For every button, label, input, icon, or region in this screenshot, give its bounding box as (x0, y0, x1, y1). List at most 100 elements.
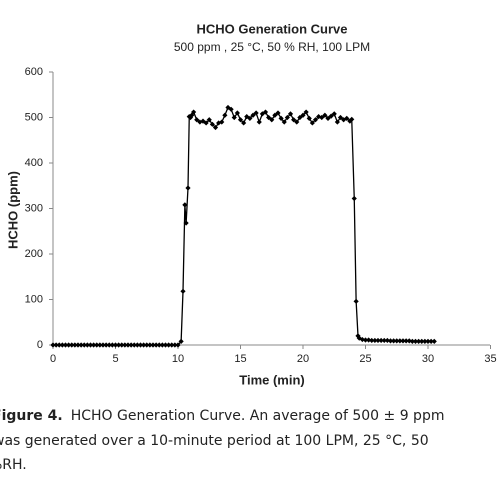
data-point (103, 342, 109, 348)
data-point (247, 115, 253, 122)
data-point (125, 342, 131, 348)
data-point (262, 109, 269, 115)
data-point (337, 114, 344, 121)
data-point (91, 342, 97, 348)
data-point (172, 342, 178, 348)
y-axis-label: HCHO (ppm) (5, 171, 20, 249)
data-point (183, 220, 189, 226)
data-point (269, 117, 275, 123)
data-point (309, 120, 315, 126)
data-point (334, 119, 340, 125)
data-point (391, 338, 397, 344)
data-point (406, 338, 412, 344)
data-point (62, 342, 69, 348)
data-point (97, 342, 103, 348)
data-point (175, 342, 181, 348)
data-point (78, 342, 84, 348)
data-point (272, 112, 278, 118)
data-point (322, 112, 328, 118)
data-point (134, 342, 140, 348)
data-point (169, 342, 175, 348)
data-point (153, 342, 159, 348)
data-point (219, 119, 225, 125)
data-point (375, 337, 381, 344)
data-point (194, 117, 200, 123)
data-point (144, 342, 150, 348)
data-point (294, 119, 300, 125)
x-tick-label: 0 (50, 353, 56, 365)
caption-line: Figure 4. HCHO Generation Curve. An avera… (0, 408, 444, 424)
data-point (212, 124, 219, 131)
data-point (384, 337, 390, 344)
x-tick-label: 20 (297, 353, 309, 365)
data-point (266, 114, 272, 121)
y-tick-label: 400 (25, 157, 43, 169)
data-point (84, 342, 90, 348)
data-point (287, 111, 294, 117)
x-tick-label: 10 (172, 353, 184, 365)
caption-label: Figure 4. (0, 408, 63, 424)
data-point (349, 116, 355, 122)
caption-line: %RH. (0, 457, 27, 473)
data-point (159, 342, 165, 348)
data-point (141, 342, 147, 348)
data-point (94, 342, 100, 348)
data-point (325, 115, 331, 122)
data-point (281, 119, 287, 125)
data-point (431, 338, 437, 344)
data-point (112, 342, 119, 348)
data-point (182, 202, 188, 208)
data-point (369, 337, 375, 344)
data-point (147, 342, 153, 348)
data-point (400, 338, 406, 344)
data-point (256, 119, 262, 125)
data-point (359, 336, 365, 343)
data-point (156, 342, 162, 348)
data-point (234, 110, 240, 116)
y-tick-label: 300 (25, 202, 43, 214)
data-point (81, 342, 87, 348)
data-point (381, 337, 387, 344)
data-point (284, 114, 290, 121)
data-point (331, 111, 337, 117)
data-point (228, 106, 234, 112)
x-tick-label: 15 (234, 353, 246, 365)
data-point (241, 120, 247, 126)
data-point (137, 342, 144, 348)
caption-line: was generated over a 10-minute period at… (0, 433, 429, 449)
data-point (344, 115, 350, 122)
data-line (53, 106, 435, 346)
data-point (303, 109, 309, 115)
data-point (378, 337, 384, 344)
data-point (185, 185, 191, 191)
data-point (291, 117, 297, 123)
data-point (109, 342, 115, 348)
data-point (128, 342, 134, 348)
data-point (403, 338, 409, 344)
data-point (50, 342, 56, 348)
data-point (237, 117, 244, 123)
data-point (53, 342, 59, 348)
data-point (319, 114, 325, 121)
data-point (66, 342, 72, 348)
data-point (75, 342, 81, 348)
x-axis-label: Time (min) (239, 372, 305, 387)
data-point (351, 195, 357, 202)
y-tick-label: 0 (37, 339, 43, 351)
data-point (275, 110, 281, 116)
data-point (162, 342, 169, 348)
data-point (166, 342, 172, 348)
data-point (409, 338, 415, 344)
data-point (222, 112, 228, 118)
y-tick-label: 100 (25, 293, 43, 305)
data-point (312, 117, 319, 123)
data-point (300, 112, 306, 118)
data-point (419, 338, 425, 344)
data-point (362, 337, 369, 343)
data-point (119, 342, 125, 348)
data-point (412, 338, 419, 344)
data-point (353, 298, 359, 304)
caption-text: HCHO Generation Curve. An average of 500… (71, 408, 445, 424)
x-tick-label: 35 (484, 353, 496, 365)
x-tick-label: 30 (422, 353, 434, 365)
